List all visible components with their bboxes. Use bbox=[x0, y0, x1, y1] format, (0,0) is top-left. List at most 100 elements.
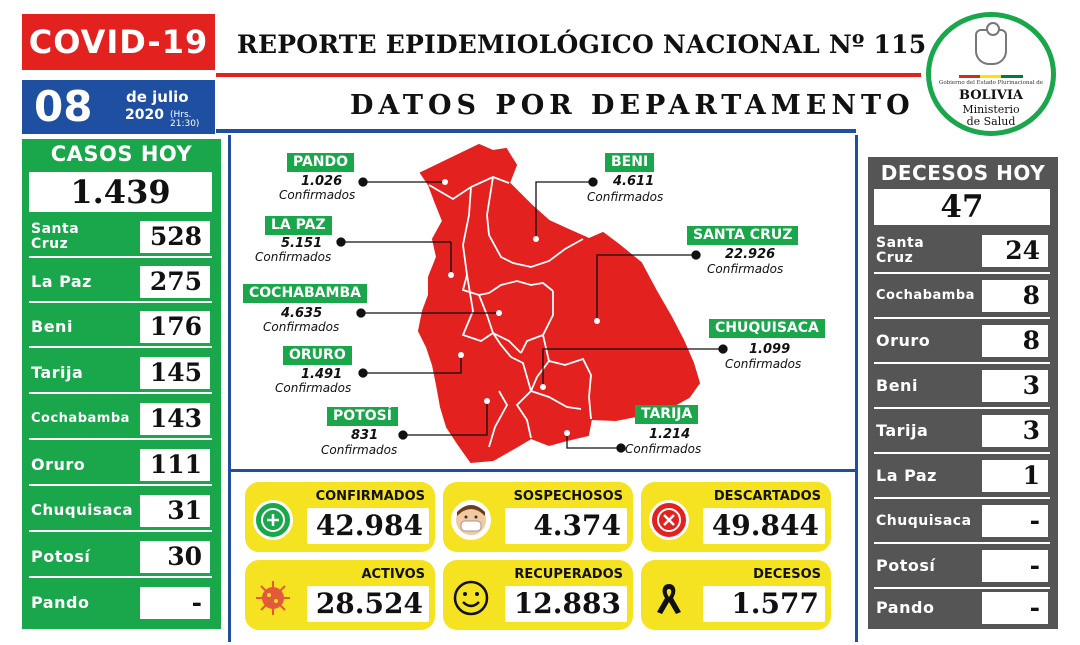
cases-value: 145 bbox=[140, 357, 210, 389]
department-label: Beni bbox=[876, 375, 918, 395]
department-label: Santa Cruz bbox=[876, 235, 925, 266]
logo-government-text: Gobierno del Estado Plurinacional de bbox=[938, 80, 1044, 86]
department-label: Pando bbox=[31, 592, 90, 612]
cases-today-total: 1.439 bbox=[29, 172, 212, 212]
deaths-row: Potosí - bbox=[874, 545, 1050, 589]
logo-ministry-sub: de Salud bbox=[966, 115, 1016, 128]
map-value-cochabamba: 4.635 bbox=[281, 306, 323, 321]
department-label: Potosí bbox=[31, 546, 91, 566]
map-tag-oruro: ORURO bbox=[283, 346, 352, 365]
deaths-row: Pando - bbox=[874, 587, 1050, 631]
department-label: Chuquisaca bbox=[31, 501, 133, 520]
map-value-potosi: 831 bbox=[351, 428, 379, 443]
flag-stripe bbox=[959, 75, 1023, 78]
cases-today-panel: CASOS HOY 1.439 Santa Cruz 528 La Paz 275 … bbox=[22, 139, 221, 629]
deaths-value: - bbox=[982, 550, 1048, 582]
oruro-leader bbox=[361, 355, 462, 374]
stat-confirmados: CONFIRMADOS 42.984 bbox=[245, 482, 435, 552]
map-value-santacruz: 22.926 bbox=[725, 247, 776, 262]
deaths-today-total: 47 bbox=[874, 189, 1050, 225]
cases-value: - bbox=[140, 587, 210, 619]
stat-label: DESCARTADOS bbox=[713, 489, 821, 504]
deaths-row: La Paz 1 bbox=[874, 455, 1050, 499]
map-tag-potosi: POTOSÍ bbox=[327, 407, 398, 426]
map-sub-cochabamba: Confirmados bbox=[263, 320, 340, 334]
department-label: Cochabamba bbox=[31, 411, 130, 427]
stat-label: SOSPECHOSOS bbox=[513, 489, 623, 504]
cases-row: Tarija 145 bbox=[29, 354, 212, 394]
department-label: La Paz bbox=[31, 271, 92, 291]
stat-label: DECESOS bbox=[753, 567, 821, 582]
deaths-value: 8 bbox=[982, 280, 1048, 312]
covid-badge: COVID-19 bbox=[22, 14, 215, 70]
department-label: Santa Cruz bbox=[31, 221, 80, 252]
cases-value: 528 bbox=[140, 221, 210, 253]
cases-value: 111 bbox=[140, 449, 210, 481]
cases-row: La Paz 275 bbox=[29, 263, 212, 303]
department-label: La Paz bbox=[876, 465, 937, 485]
deaths-value: 3 bbox=[982, 415, 1048, 447]
department-label: Tarija bbox=[31, 362, 84, 382]
map-sub-pando: Confirmados bbox=[279, 188, 356, 202]
red-divider bbox=[216, 73, 921, 77]
tarija-leader bbox=[566, 433, 621, 449]
deaths-value: 1 bbox=[982, 460, 1048, 492]
department-map: PANDO 1.026 Confirmados LA PAZ 5.151 Con… bbox=[228, 135, 858, 472]
map-tag-lapaz: LA PAZ bbox=[265, 216, 332, 235]
map-sub-oruro: Confirmados bbox=[275, 381, 352, 395]
department-label: Chuquisaca bbox=[876, 512, 972, 529]
map-tag-beni: BENI bbox=[605, 153, 655, 172]
map-sub-chuquisaca: Confirmados bbox=[725, 357, 802, 371]
deaths-value: 3 bbox=[982, 370, 1048, 402]
department-label: Oruro bbox=[876, 330, 931, 350]
department-label: Potosí bbox=[876, 555, 936, 575]
stat-decesos: DECESOS 1.577 bbox=[641, 560, 831, 630]
cases-row: Chuquisaca 31 bbox=[29, 492, 212, 532]
map-value-tarija: 1.214 bbox=[649, 427, 691, 442]
plus-icon bbox=[253, 500, 293, 540]
deaths-row: Oruro 8 bbox=[874, 320, 1050, 364]
deaths-value: - bbox=[982, 505, 1048, 537]
cases-value: 31 bbox=[140, 495, 210, 527]
potosi-leader bbox=[403, 401, 488, 436]
map-value-lapaz: 5.151 bbox=[281, 236, 323, 251]
map-value-oruro: 1.491 bbox=[301, 367, 343, 382]
cases-row: Oruro 111 bbox=[29, 446, 212, 486]
date-day: 08 bbox=[34, 82, 93, 131]
stat-recuperados: RECUPERADOS 12.883 bbox=[443, 560, 633, 630]
stat-label: ACTIVOS bbox=[361, 567, 425, 582]
department-label: Oruro bbox=[31, 454, 86, 474]
department-label: Pando bbox=[876, 597, 935, 617]
cases-value: 30 bbox=[140, 541, 210, 573]
cases-value: 176 bbox=[140, 311, 210, 343]
blue-divider bbox=[216, 129, 856, 133]
santacruz-leader bbox=[596, 254, 696, 321]
deaths-value: 24 bbox=[982, 235, 1048, 267]
map-value-chuquisaca: 1.099 bbox=[749, 342, 791, 357]
map-tag-santacruz: SANTA CRUZ bbox=[687, 226, 799, 245]
map-sub-tarija: Confirmados bbox=[625, 442, 702, 456]
deaths-row: Beni 3 bbox=[874, 365, 1050, 409]
map-value-pando: 1.026 bbox=[301, 174, 343, 189]
stat-activos: ACTIVOS 28.524 bbox=[245, 560, 435, 630]
map-value-beni: 4.611 bbox=[613, 174, 655, 189]
stat-sospechosos: SOSPECHOSOS 4.374 bbox=[443, 482, 633, 552]
date-year: 2020 bbox=[125, 107, 164, 123]
smile-icon bbox=[451, 578, 491, 618]
cases-today-title: CASOS HOY bbox=[50, 142, 193, 166]
deaths-value: - bbox=[982, 592, 1048, 624]
map-sub-beni: Confirmados bbox=[587, 190, 664, 204]
stat-label: RECUPERADOS bbox=[514, 567, 623, 582]
map-sub-santacruz: Confirmados bbox=[707, 262, 784, 276]
deaths-row: Santa Cruz 24 bbox=[874, 230, 1050, 274]
cases-row: Santa Cruz 528 bbox=[29, 218, 212, 258]
bolivia-map bbox=[336, 143, 728, 464]
logo-ministry: Ministerio bbox=[962, 103, 1020, 116]
map-tag-cochabamba: COCHABAMBA bbox=[243, 284, 367, 303]
cases-row: Pando - bbox=[29, 584, 212, 624]
deaths-row: Tarija 3 bbox=[874, 410, 1050, 454]
map-tag-pando: PANDO bbox=[287, 153, 355, 172]
cases-value: 143 bbox=[140, 403, 210, 435]
department-label: Cochabamba bbox=[876, 288, 975, 304]
stat-value: 1.577 bbox=[703, 586, 825, 622]
